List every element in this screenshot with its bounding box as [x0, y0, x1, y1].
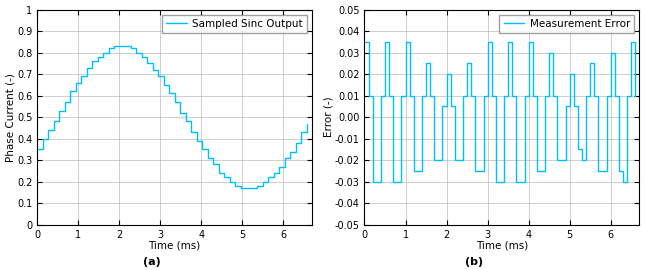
X-axis label: Time (ms): Time (ms)	[148, 241, 201, 251]
Sampled Sinc Output	[187, 131, 195, 134]
Sampled Sinc Output	[253, 184, 261, 188]
Sampled Sinc Output	[297, 131, 305, 134]
Sampled Sinc Output	[176, 111, 184, 114]
Text: (b): (b)	[465, 256, 483, 266]
Sampled Sinc Output	[259, 180, 266, 183]
Sampled Sinc Output	[160, 83, 168, 86]
Sampled Sinc Output	[94, 55, 101, 59]
Sampled Sinc Output	[264, 176, 272, 179]
Line: Measurement Error: Measurement Error	[364, 42, 635, 182]
Sampled Sinc Output	[198, 148, 206, 151]
Sampled Sinc Output	[209, 163, 217, 166]
Sampled Sinc Output	[55, 109, 63, 112]
Sampled Sinc Output	[243, 187, 250, 190]
Sampled Sinc Output	[226, 180, 233, 183]
Measurement Error	[488, 94, 495, 97]
Measurement Error	[475, 169, 483, 173]
Sampled Sinc Output	[286, 150, 294, 153]
Sampled Sinc Output	[83, 66, 90, 69]
Sampled Sinc Output	[143, 62, 151, 65]
Measurement Error	[631, 94, 639, 97]
X-axis label: Time (ms): Time (ms)	[476, 241, 528, 251]
Sampled Sinc Output	[232, 184, 239, 188]
Y-axis label: Error (-): Error (-)	[323, 97, 333, 137]
Sampled Sinc Output	[45, 129, 52, 132]
Text: (a): (a)	[143, 256, 161, 266]
Sampled Sinc Output	[270, 171, 277, 175]
Sampled Sinc Output	[165, 92, 173, 95]
Sampled Sinc Output	[127, 47, 135, 50]
Measurement Error	[615, 169, 623, 173]
Measurement Error	[361, 40, 368, 43]
Measurement Error	[397, 94, 405, 97]
Sampled Sinc Output	[110, 45, 118, 48]
Sampled Sinc Output	[50, 120, 57, 123]
Sampled Sinc Output	[275, 165, 283, 168]
Y-axis label: Phase Current (-): Phase Current (-)	[6, 73, 15, 161]
Sampled Sinc Output	[303, 122, 310, 125]
Sampled Sinc Output	[121, 45, 129, 48]
Sampled Sinc Output	[104, 47, 112, 50]
Sampled Sinc Output	[34, 148, 41, 151]
Sampled Sinc Output	[39, 137, 46, 140]
Measurement Error	[406, 94, 413, 97]
Sampled Sinc Output	[88, 60, 96, 63]
Sampled Sinc Output	[149, 68, 157, 71]
Sampled Sinc Output	[281, 156, 288, 160]
Sampled Sinc Output	[154, 75, 162, 78]
Sampled Sinc Output	[132, 51, 140, 54]
Measurement Error	[369, 180, 377, 183]
Sampled Sinc Output	[215, 171, 223, 175]
Sampled Sinc Output	[99, 51, 107, 54]
Legend: Sampled Sinc Output: Sampled Sinc Output	[162, 15, 307, 33]
Sampled Sinc Output	[237, 187, 244, 190]
Sampled Sinc Output	[116, 45, 124, 48]
Sampled Sinc Output	[72, 81, 79, 84]
Sampled Sinc Output	[221, 176, 228, 179]
Sampled Sinc Output	[292, 141, 299, 144]
Sampled Sinc Output	[193, 139, 201, 142]
Line: Sampled Sinc Output: Sampled Sinc Output	[37, 46, 306, 188]
Sampled Sinc Output	[61, 100, 68, 104]
Legend: Measurement Error: Measurement Error	[499, 15, 634, 33]
Sampled Sinc Output	[182, 120, 190, 123]
Sampled Sinc Output	[171, 100, 179, 104]
Sampled Sinc Output	[138, 55, 146, 59]
Sampled Sinc Output	[66, 90, 74, 93]
Sampled Sinc Output	[77, 75, 85, 78]
Sampled Sinc Output	[248, 187, 255, 190]
Measurement Error	[570, 105, 578, 108]
Sampled Sinc Output	[204, 156, 212, 160]
